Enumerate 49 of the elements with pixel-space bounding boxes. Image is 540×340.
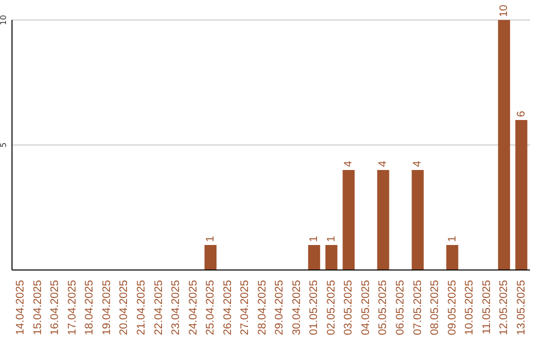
x-tick-label: 14.04.2025	[14, 280, 27, 336]
x-tick-label: 07.05.2025	[412, 280, 424, 336]
x-tick-label: 27.04.2025	[239, 280, 252, 336]
x-tick-label: 19.04.2025	[100, 280, 113, 336]
data-label: 1	[446, 236, 458, 242]
x-tick-label: 04.05.2025	[360, 280, 372, 336]
data-label: 1	[308, 236, 320, 242]
x-tick-label: 09.05.2025	[446, 280, 458, 336]
x-tick-label: 24.04.2025	[187, 280, 200, 336]
x-tick-label: 21.04.2025	[136, 280, 148, 336]
bar	[204, 245, 217, 270]
x-tick-label: 10.05.2025	[464, 280, 476, 336]
bar	[498, 20, 510, 270]
x-tick-label: 05.05.2025	[377, 280, 390, 336]
x-tick-label: 28.04.2025	[256, 280, 268, 336]
x-tick-label: 30.04.2025	[290, 280, 303, 336]
y-tick-label: 5	[0, 142, 8, 148]
data-label: 10	[498, 4, 510, 17]
x-tick-label: 13.05.2025	[515, 280, 528, 336]
x-tick-label: 20.04.2025	[118, 280, 130, 336]
data-label: 1	[325, 236, 338, 242]
x-tick-label: 25.04.2025	[204, 280, 217, 336]
data-label: 1	[204, 236, 217, 242]
x-tick-label: 06.05.2025	[394, 280, 406, 336]
data-label: 4	[342, 160, 355, 167]
x-tick-label: 23.04.2025	[170, 280, 182, 336]
x-tick-label: 17.04.2025	[66, 280, 78, 336]
bar	[342, 170, 355, 270]
x-tick-label: 29.04.2025	[274, 280, 286, 336]
x-tick-label: 26.04.2025	[222, 280, 234, 336]
data-label: 4	[377, 160, 390, 167]
x-tick-label: 15.04.2025	[32, 280, 44, 336]
x-tick-label: 08.05.2025	[429, 280, 442, 336]
bar	[308, 245, 320, 270]
x-tick-label: 16.04.2025	[49, 280, 62, 336]
bar	[325, 245, 338, 270]
bar	[515, 120, 528, 270]
bar	[377, 170, 390, 270]
x-tick-label: 12.05.2025	[498, 280, 510, 336]
x-tick-label: 22.04.2025	[152, 280, 165, 336]
x-tick-label: 01.05.2025	[308, 280, 320, 336]
data-label: 4	[412, 160, 424, 167]
x-tick-label: 11.05.2025	[480, 280, 493, 334]
x-tick-label: 02.05.2025	[325, 280, 338, 336]
x-tick-label: 18.04.2025	[84, 280, 96, 336]
x-tick-label: 03.05.2025	[342, 280, 355, 336]
bar	[446, 245, 458, 270]
bar	[412, 170, 424, 270]
data-label: 6	[515, 110, 528, 117]
